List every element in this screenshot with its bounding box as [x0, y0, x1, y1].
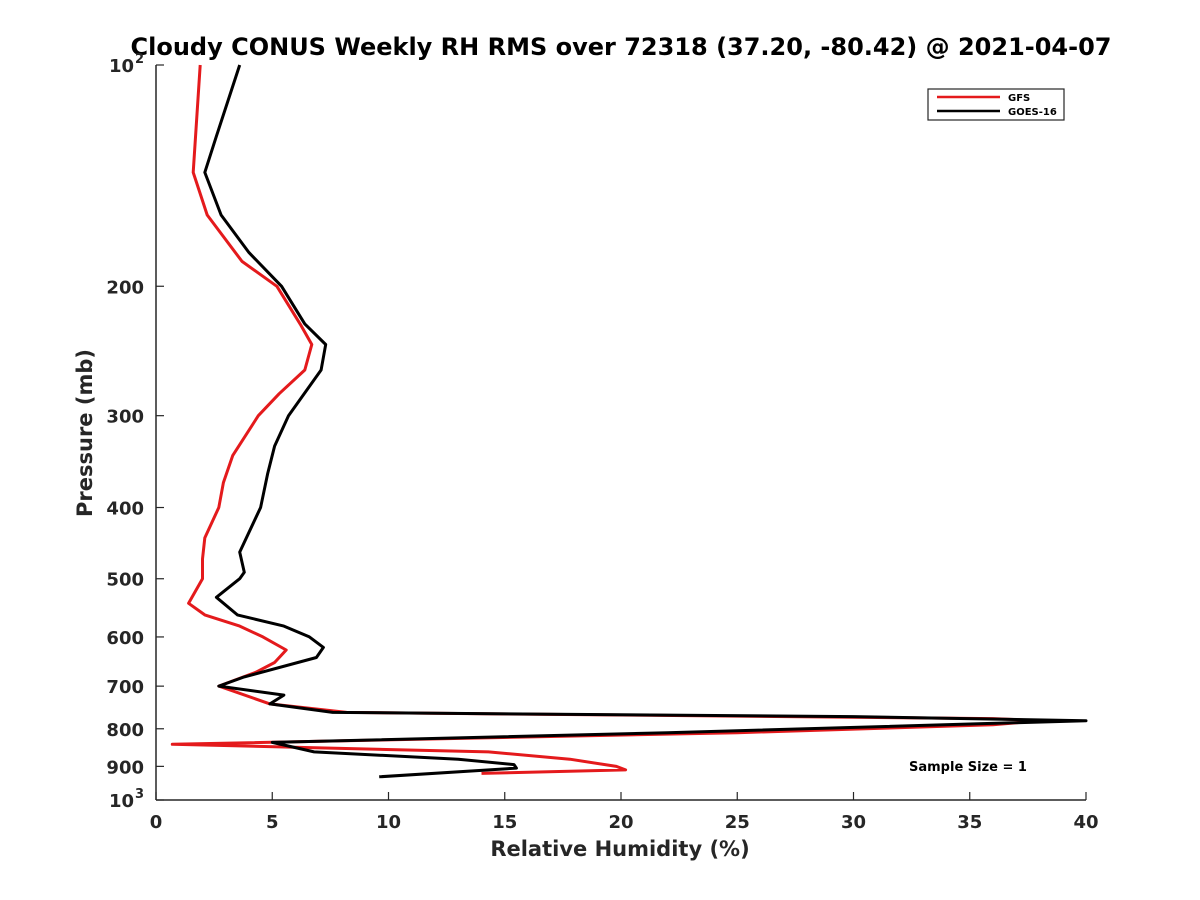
series-layer [170, 64, 1088, 779]
legend-entry-label: GFS [1008, 93, 1030, 104]
x-axis-label: Relative Humidity (%) [490, 837, 749, 861]
x-tick-label: 35 [957, 812, 982, 833]
plot-background [156, 65, 1086, 800]
y-tick-exponent: 3 [135, 787, 144, 802]
y-tick-exponent: 2 [135, 52, 144, 67]
y-tick-label: 300 [106, 407, 144, 428]
legend-entry-label: GOES-16 [1008, 107, 1057, 118]
sample-size-annotation: Sample Size = 1 [909, 760, 1027, 775]
y-tick-label: 400 [106, 499, 144, 520]
series-line-goes-16 [203, 64, 1088, 779]
y-tick-label: 800 [106, 720, 144, 741]
y-tick-label: 500 [106, 570, 144, 591]
x-tick-label: 5 [266, 812, 279, 833]
x-tick-label: 20 [608, 812, 633, 833]
series-line-gfs [170, 64, 1041, 775]
y-tick-base: 10 [109, 791, 134, 812]
x-tick-label: 10 [376, 812, 401, 833]
x-tick-label: 40 [1073, 812, 1098, 833]
y-axis-label: Pressure (mb) [73, 349, 97, 517]
x-tick-label: 15 [492, 812, 517, 833]
y-tick-label: 900 [106, 757, 144, 778]
legend: GFS GOES-16 [927, 88, 1065, 121]
chart-title: Cloudy CONUS Weekly RH RMS over 72318 (3… [131, 33, 1112, 61]
legend-box [927, 88, 1065, 121]
x-tick-label: 0 [150, 812, 163, 833]
y-tick-label: 600 [106, 628, 144, 649]
x-axis-ticks: 0 5 10 15 20 25 30 35 40 [150, 792, 1099, 833]
y-tick-base: 10 [109, 56, 134, 77]
plot-area [155, 65, 1086, 801]
y-tick-label-power: 10 3 [109, 787, 144, 812]
x-tick-label: 30 [841, 812, 866, 833]
x-tick-label: 25 [725, 812, 750, 833]
y-tick-label: 200 [106, 277, 144, 298]
y-tick-label: 700 [106, 677, 144, 698]
y-tick-label-power: 10 2 [109, 52, 144, 77]
